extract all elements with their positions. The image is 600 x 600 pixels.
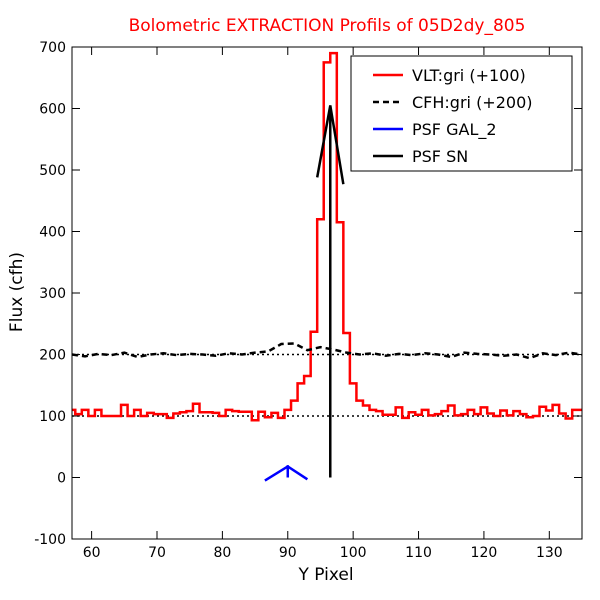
x-tick-label-60: 60 (83, 545, 101, 561)
legend-label-2: PSF GAL_2 (412, 120, 497, 140)
x-tick-label-90: 90 (279, 545, 297, 561)
chart-title: Bolometric EXTRACTION Profils of 05D2dy_… (129, 16, 526, 36)
series-line-0 (72, 51, 582, 422)
x-tick-label-130: 130 (536, 545, 563, 561)
legend-label-1: CFH:gri (+200) (412, 93, 533, 112)
series-line-1 (72, 342, 582, 360)
y-tick-label-400: 400 (39, 225, 66, 241)
x-tick-label-120: 120 (471, 545, 498, 561)
y-tick-label-0: 0 (57, 471, 66, 487)
y-tick-label-600: 600 (39, 102, 66, 118)
y-tick-label--100: -100 (34, 532, 66, 548)
plot-area (72, 51, 582, 482)
x-axis-ticks: 60 70 80 90 100 110 120 130 (83, 47, 563, 561)
y-tick-label-500: 500 (39, 163, 66, 179)
x-axis-label: Y Pixel (297, 565, 353, 585)
plot-content (72, 51, 582, 482)
legend-label-0: VLT:gri (+100) (412, 66, 526, 85)
x-tick-label-70: 70 (148, 545, 166, 561)
plot-frame (71, 46, 583, 540)
y-tick-label-300: 300 (39, 286, 66, 302)
y-tick-label-700: 700 (39, 40, 66, 56)
y-axis-ticks: -100 0 100 200 300 400 500 600 700 (34, 40, 582, 548)
x-tick-label-100: 100 (340, 545, 367, 561)
legend-label-3: PSF SN (412, 147, 468, 166)
legend: VLT:gri (+100) CFH:gri (+200) PSF GAL_2 PSF… (350, 55, 573, 172)
x-tick-label-80: 80 (213, 545, 231, 561)
y-tick-label-100: 100 (39, 409, 66, 425)
y-tick-label-200: 200 (39, 348, 66, 364)
x-tick-label-110: 110 (405, 545, 432, 561)
series-line-2 (264, 464, 309, 482)
y-axis-label: Flux (cfh) (7, 252, 27, 332)
